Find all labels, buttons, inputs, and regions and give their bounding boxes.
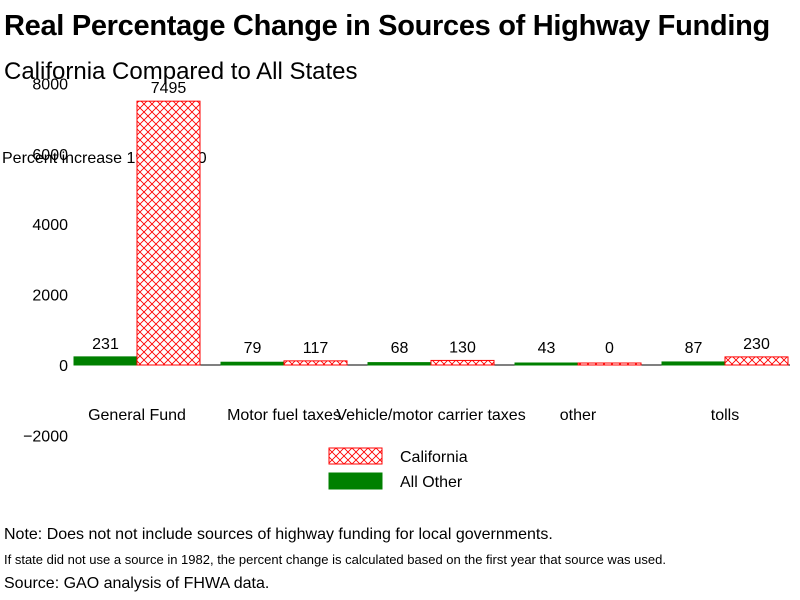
bar-california bbox=[577, 362, 642, 366]
y-tick-label: −2000 bbox=[23, 428, 68, 445]
bar-california bbox=[724, 356, 789, 366]
legend-swatch-all-other bbox=[328, 472, 383, 490]
data-label: 43 bbox=[538, 340, 556, 357]
legend-label: California bbox=[400, 449, 468, 466]
x-category-label: Vehicle/motor carrier taxes bbox=[336, 407, 525, 424]
x-category-label: tolls bbox=[711, 407, 739, 424]
footnote-first-year: If state did not use a source in 1982, t… bbox=[4, 552, 666, 567]
bar-california bbox=[136, 100, 201, 366]
data-label: 230 bbox=[743, 336, 770, 353]
bar-all-other bbox=[661, 361, 726, 366]
bar-all-other bbox=[367, 362, 432, 366]
y-tick-label: 4000 bbox=[32, 217, 68, 234]
data-label: 7495 bbox=[151, 80, 187, 97]
data-label: 130 bbox=[449, 339, 476, 356]
data-label: 87 bbox=[685, 340, 703, 357]
source-note: Source: GAO analysis of FHWA data. bbox=[4, 575, 270, 592]
data-label: 231 bbox=[92, 336, 119, 353]
x-axis: General Fund Motor fuel taxesVehicle/moto… bbox=[88, 407, 739, 424]
legend: California All Other bbox=[328, 447, 468, 491]
chart-subtitle: California Compared to All States bbox=[4, 58, 358, 85]
x-category-label: Motor fuel taxes bbox=[227, 407, 341, 424]
y-tick-label: 8000 bbox=[32, 76, 68, 93]
y-tick-label: 2000 bbox=[32, 288, 68, 305]
bars: 231 79 68 43 87 7495 117 130 0 230 bbox=[73, 80, 789, 366]
y-tick-label: 6000 bbox=[32, 147, 68, 164]
x-category-label: other bbox=[560, 407, 597, 424]
bar-chart: −2000 0 2000 4000 6000 8000 231 79 68 43 87 7495 11… bbox=[23, 76, 790, 491]
chart-title: Real Percentage Change in Sources of Hig… bbox=[4, 10, 770, 42]
data-label: 117 bbox=[303, 340, 329, 357]
bar-all-other bbox=[73, 356, 138, 366]
footnote-local-governments: Note: Does not not include sources of hi… bbox=[4, 526, 553, 543]
data-label: 0 bbox=[605, 340, 614, 357]
bar-california bbox=[283, 360, 348, 366]
x-category-label: General Fund bbox=[88, 407, 186, 424]
bar-all-other bbox=[514, 362, 579, 366]
y-tick-label: 0 bbox=[59, 358, 68, 375]
data-label: 79 bbox=[244, 340, 262, 357]
bar-all-other bbox=[220, 361, 285, 366]
legend-label: All Other bbox=[400, 474, 463, 491]
bar-california bbox=[430, 359, 495, 366]
data-label: 68 bbox=[391, 340, 409, 357]
legend-swatch-california bbox=[328, 447, 383, 465]
